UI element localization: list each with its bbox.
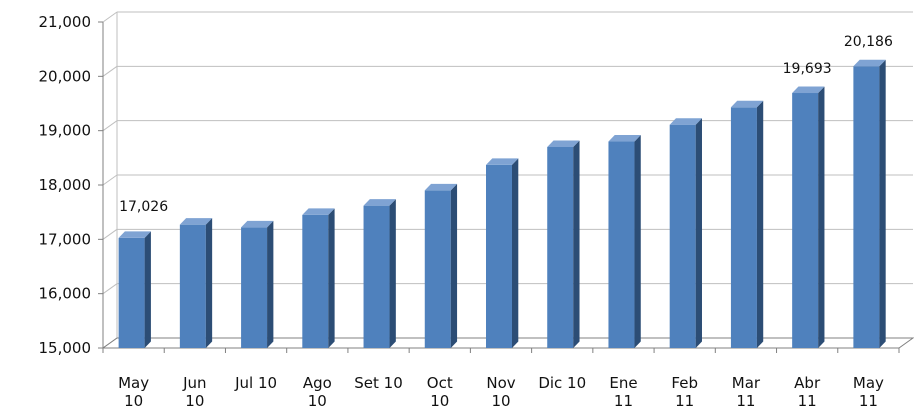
- y-tick-label: 18,000: [39, 176, 92, 194]
- bar-front: [853, 66, 880, 349]
- x-tick-label: Nov 10: [486, 374, 515, 410]
- bar-top: [669, 118, 702, 125]
- bar: [363, 199, 396, 348]
- bar-top: [486, 158, 519, 165]
- bar-top: [792, 86, 825, 94]
- bar-side: [450, 183, 458, 348]
- bar-front: [486, 164, 512, 348]
- bar-top: [302, 208, 335, 215]
- gridline-side: [102, 120, 118, 132]
- bar: [853, 59, 886, 349]
- bar-side: [573, 140, 580, 348]
- data-labels: 17,026 19,693 20,186: [119, 34, 893, 215]
- bar-top: [608, 135, 641, 142]
- bar-top: [547, 140, 580, 147]
- gridline-side: [102, 228, 118, 240]
- bar: [241, 220, 274, 348]
- bar-front: [792, 93, 819, 348]
- bar: [486, 158, 519, 348]
- x-tick-label: May 11: [853, 374, 884, 410]
- x-tick-labels: May 10 Jun 10 Jul 10 Ago 10 Set 10 Oct 10 Nov 10 Dic…: [118, 374, 884, 410]
- bar-front: [118, 237, 145, 348]
- data-label: 19,693: [783, 61, 832, 77]
- bar: [302, 208, 335, 348]
- y-tick-label: 15,000: [39, 339, 92, 357]
- gridline-side: [102, 283, 118, 295]
- gridline-side: [102, 11, 118, 23]
- bar-side: [144, 231, 151, 348]
- x-tick-label: Jun 10: [182, 374, 206, 410]
- x-tick-label: Feb 11: [671, 374, 698, 410]
- bar-front: [669, 124, 696, 348]
- bar-front: [363, 205, 390, 348]
- x-tick-label: Jul 10: [234, 374, 277, 392]
- bar-front: [179, 224, 206, 348]
- data-label: 20,186: [844, 34, 893, 50]
- bar-side: [389, 199, 396, 348]
- bar-top: [179, 218, 213, 225]
- bar-side: [695, 118, 702, 348]
- bar-side: [634, 135, 641, 348]
- y-tick-label: 16,000: [39, 285, 92, 303]
- x-tick-label: Dic 10: [538, 374, 586, 392]
- bar-side: [818, 86, 825, 348]
- bar-front: [547, 146, 574, 348]
- bar: [669, 118, 702, 348]
- y-tick-labels: 15,000 16,000 17,000 18,000 19,000 20,000 21,0…: [39, 13, 92, 357]
- y-tick-label: 17,000: [39, 230, 92, 248]
- bar-side: [756, 100, 764, 348]
- bar: [547, 140, 580, 348]
- bar: [118, 231, 151, 348]
- data-label: 17,026: [119, 199, 168, 215]
- bar: [424, 183, 458, 348]
- x-tick-label: Abr 11: [794, 374, 821, 410]
- y-tick-label: 19,000: [39, 122, 92, 140]
- bar-front: [608, 141, 635, 348]
- bar-front: [241, 227, 268, 348]
- bar-top: [730, 100, 764, 108]
- bar-front: [730, 107, 757, 348]
- bar-top: [118, 231, 151, 238]
- y-tick-label: 21,000: [39, 13, 92, 31]
- gridline-side: [102, 174, 118, 186]
- x-tick-label: Ago 10: [303, 374, 332, 410]
- bar-top: [424, 183, 458, 191]
- bar-side: [205, 218, 213, 348]
- gridline-side: [102, 65, 118, 77]
- x-tick-label: Mar 11: [732, 374, 761, 410]
- bar-side: [267, 220, 274, 348]
- x-tick-label: Ene 11: [609, 374, 637, 410]
- bar-top: [853, 59, 886, 67]
- bars: [118, 59, 886, 349]
- bar-top: [363, 199, 396, 206]
- bar-front: [424, 190, 451, 348]
- bar: [792, 86, 825, 348]
- bar-side: [512, 158, 519, 348]
- y-tick-label: 20,000: [39, 67, 92, 85]
- bar-side: [879, 59, 886, 349]
- axes: [98, 12, 914, 353]
- bar-side: [328, 208, 335, 348]
- bar: [179, 218, 213, 348]
- x-tick-label: Oct 10: [427, 374, 453, 410]
- bar-top: [241, 220, 274, 228]
- x-tick-label: Set 10: [354, 374, 403, 392]
- x-tick-label: May 10: [118, 374, 149, 410]
- bar-front: [302, 214, 329, 348]
- bar: [608, 135, 641, 348]
- bar: [730, 100, 764, 348]
